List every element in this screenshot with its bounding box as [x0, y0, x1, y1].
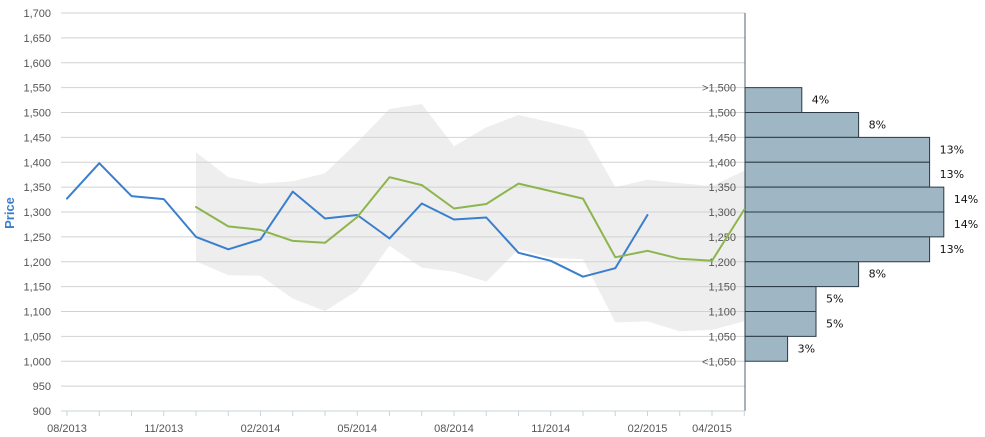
x-tick-label: 04/2015: [692, 423, 732, 435]
histogram-bar: [744, 186, 945, 213]
historical-price-line: [66, 162, 649, 278]
y-tick-label: 1,650: [23, 33, 51, 45]
x-tick-label: 02/2014: [241, 423, 281, 435]
x-tick-label: 08/2014: [434, 423, 474, 435]
histogram-bar: [744, 311, 817, 337]
y-tick-label: 1,550: [23, 83, 51, 95]
histogram-bar-label: 14%: [954, 193, 978, 206]
histogram-bar: [744, 136, 931, 163]
y-axis-title: Price: [2, 197, 17, 229]
histogram-bar: [744, 261, 860, 288]
histogram-bar: [744, 286, 817, 312]
y-tick-label: 1,700: [23, 8, 51, 20]
histogram-bar: [744, 236, 931, 263]
y-tick-label: 950: [33, 381, 51, 393]
histogram-category-label: 1,450: [708, 132, 736, 144]
y-tick-label: 1,050: [23, 331, 51, 343]
histogram-category-label: 1,500: [708, 108, 736, 120]
x-tick-label: 11/2013: [144, 423, 183, 435]
histogram-bar: [744, 87, 803, 113]
y-tick-label: 1,150: [23, 282, 51, 294]
histogram-bar-label: 13%: [940, 168, 964, 181]
histogram-bar: [744, 335, 789, 362]
y-axis: 900 950 1,000 1,050 1,100 1,150 1,200 1,250 1,30…: [23, 8, 51, 418]
histogram-category-label: 1,050: [708, 331, 736, 343]
histogram-bar-label: 3%: [798, 342, 815, 355]
y-tick-label: 1,600: [23, 58, 51, 70]
x-tick-label: 08/2013: [47, 423, 87, 435]
forecast-price-line: [195, 176, 746, 262]
histogram-category-label: 1,200: [708, 257, 736, 269]
histogram-category-label: 1,300: [708, 207, 736, 219]
x-tick-label: 11/2014: [531, 423, 570, 435]
y-tick-label: 900: [33, 406, 51, 418]
histogram-bar-label: 4%: [812, 94, 829, 107]
histogram-category-label: 1,150: [708, 282, 736, 294]
histogram-bar: [744, 211, 945, 238]
histogram-bar-label: 13%: [940, 243, 964, 256]
histogram-bar-label: 13%: [940, 143, 964, 156]
x-tick-label: 05/2014: [337, 423, 377, 435]
x-axis: 08/2013 11/2013 02/2014 05/2014 08/2014 11/20…: [47, 410, 745, 435]
histogram-category-label: 1,250: [708, 232, 736, 244]
histogram-bar: [744, 112, 860, 138]
y-tick-label: 1,200: [23, 257, 51, 269]
y-tick-label: 1,350: [23, 182, 51, 194]
x-tick-label: 02/2015: [628, 423, 668, 435]
y-tick-label: 1,400: [23, 157, 51, 169]
series-lines-layer: [66, 162, 746, 278]
histogram-bar-label: 5%: [826, 317, 843, 330]
histogram-layer: 4% 8% 13% 13% 14% 14% 13% 8% 5% 5% 3% >1,500 1,500 1,…: [702, 83, 978, 369]
gridlines: [61, 12, 746, 412]
histogram-bar-label: 5%: [826, 293, 843, 306]
y-tick-label: 1,500: [23, 108, 51, 120]
y-tick-label: 1,300: [23, 207, 51, 219]
y-tick-label: 1,450: [23, 132, 51, 144]
histogram-bar-label: 8%: [869, 268, 886, 281]
histogram-bar-label: 14%: [954, 218, 978, 231]
histogram-bar-label: 8%: [869, 118, 886, 131]
histogram-category-label: 1,100: [708, 307, 736, 319]
histogram-bar: [744, 161, 931, 188]
histogram-category-label: >1,500: [702, 83, 736, 95]
y-tick-label: 1,000: [23, 356, 51, 368]
histogram-category-label: <1,050: [702, 356, 736, 368]
y-tick-label: 1,100: [23, 307, 51, 319]
histogram-category-label: 1,400: [708, 157, 736, 169]
y-tick-label: 1,250: [23, 232, 51, 244]
histogram-category-label: 1,350: [708, 182, 736, 194]
